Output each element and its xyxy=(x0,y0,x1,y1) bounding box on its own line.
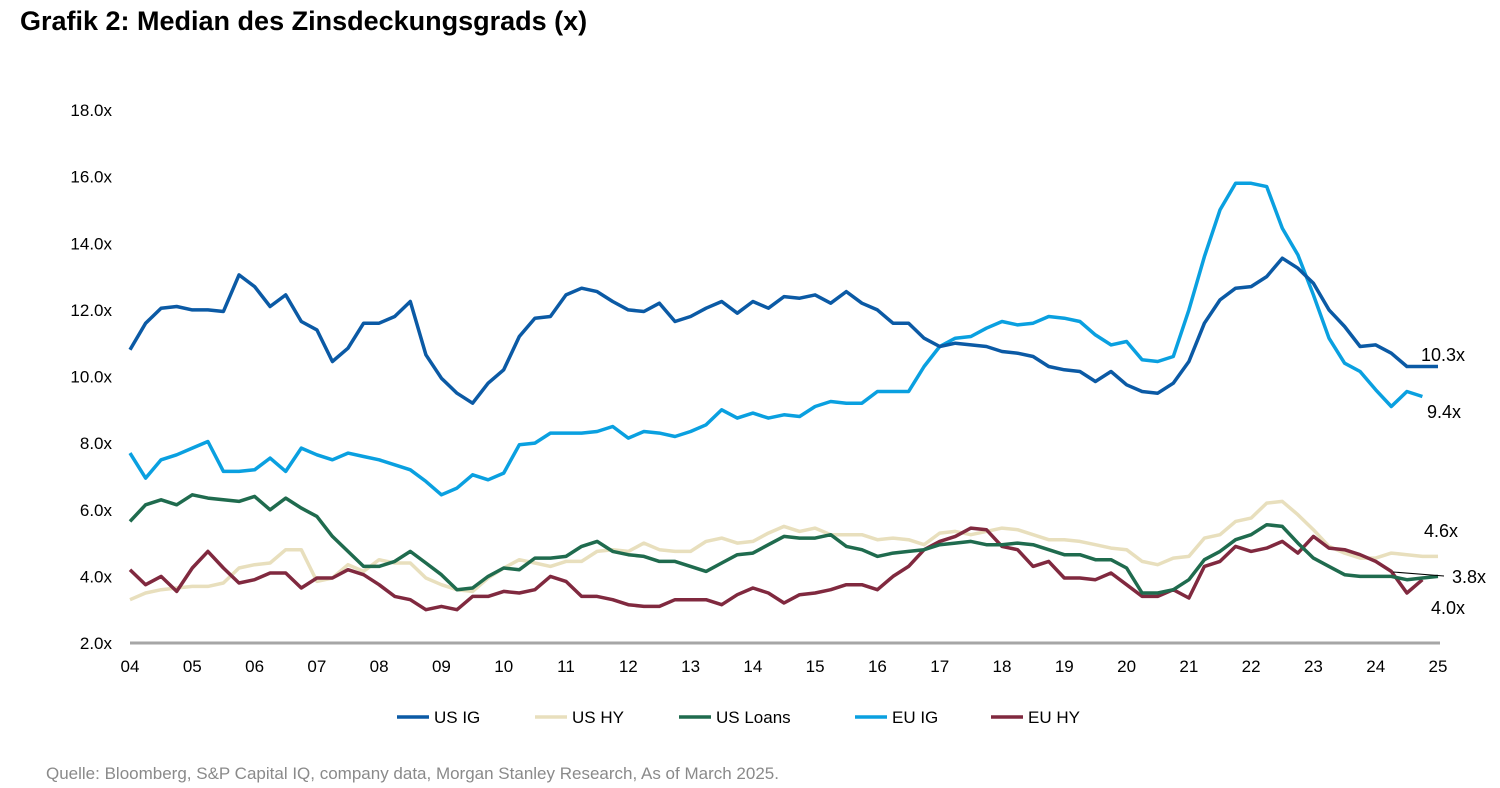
legend-item-us-loans: US Loans xyxy=(679,708,791,727)
series-line-eu-hy xyxy=(128,526,1424,612)
x-tick-label: 24 xyxy=(1366,657,1385,676)
x-tick-label: 21 xyxy=(1179,657,1198,676)
x-tick-label: 23 xyxy=(1304,657,1323,676)
legend-label: US Loans xyxy=(716,708,791,727)
legend-item-us-hy: US HY xyxy=(535,708,624,727)
label-leader-line xyxy=(1392,571,1445,577)
x-tick-label: 06 xyxy=(245,657,264,676)
legend-label: EU IG xyxy=(892,708,938,727)
legend-item-eu-hy: EU HY xyxy=(991,708,1080,727)
x-tick-label: 12 xyxy=(619,657,638,676)
x-tick-label: 10 xyxy=(494,657,513,676)
x-axis-ticks: 04 05 06 07 08 09 10 11 12 13 14 15 16 17 18 19 20 21 22 23… xyxy=(121,657,1448,676)
source-note: Quelle: Bloomberg, S&P Capital IQ, compa… xyxy=(46,764,779,783)
x-tick-label: 13 xyxy=(681,657,700,676)
y-tick-label: 14.0x xyxy=(70,234,112,253)
series-line-us-loans xyxy=(128,493,1439,595)
legend-label: US HY xyxy=(572,708,624,727)
y-tick-label: 8.0x xyxy=(80,434,113,453)
y-tick-label: 18.0x xyxy=(70,101,112,120)
x-tick-label: 04 xyxy=(121,657,140,676)
x-tick-label: 09 xyxy=(432,657,451,676)
legend-item-us-ig: US IG xyxy=(397,708,480,727)
end-label-us-ig: 10.3x xyxy=(1421,345,1465,365)
x-tick-label: 15 xyxy=(806,657,825,676)
y-tick-label: 6.0x xyxy=(80,501,113,520)
series-line-us-hy xyxy=(129,499,1438,602)
x-tick-label: 08 xyxy=(370,657,389,676)
end-label-eu-hy: 3.8x xyxy=(1452,567,1486,587)
x-tick-label: 14 xyxy=(743,657,762,676)
end-label-eu-ig: 9.4x xyxy=(1427,402,1461,422)
series-line-eu-ig xyxy=(128,181,1423,497)
x-tick-label: 19 xyxy=(1055,657,1074,676)
chart-title: Grafik 2: Median des Zinsdeckungsgrads (… xyxy=(20,6,588,36)
end-label-us-hy: 4.6x xyxy=(1424,521,1458,541)
series-line-us-ig xyxy=(128,256,1438,405)
y-tick-label: 12.0x xyxy=(70,301,112,320)
x-tick-label: 16 xyxy=(868,657,887,676)
legend-item-eu-ig: EU IG xyxy=(855,708,938,727)
x-tick-label: 25 xyxy=(1429,657,1448,676)
y-tick-label: 16.0x xyxy=(70,168,112,187)
y-tick-label: 4.0x xyxy=(80,567,113,586)
legend-label: EU HY xyxy=(1028,708,1080,727)
x-tick-label: 11 xyxy=(557,657,575,676)
y-tick-label: 2.0x xyxy=(80,634,113,653)
series-lines xyxy=(128,181,1439,612)
end-label-us-loans: 4.0x xyxy=(1431,598,1465,618)
x-tick-label: 05 xyxy=(183,657,202,676)
y-tick-label: 10.0x xyxy=(70,368,112,387)
x-tick-label: 07 xyxy=(307,657,326,676)
legend: US IG US HY US Loans EU IG EU HY xyxy=(397,708,1080,727)
legend-label: US IG xyxy=(434,708,480,727)
x-tick-label: 22 xyxy=(1242,657,1261,676)
x-tick-label: 18 xyxy=(993,657,1012,676)
x-tick-label: 20 xyxy=(1117,657,1136,676)
x-tick-label: 17 xyxy=(930,657,949,676)
y-axis-ticks: 2.0x 4.0x 6.0x 8.0x 10.0x 12.0x 14.0x 16.0x 18.0… xyxy=(70,101,112,653)
